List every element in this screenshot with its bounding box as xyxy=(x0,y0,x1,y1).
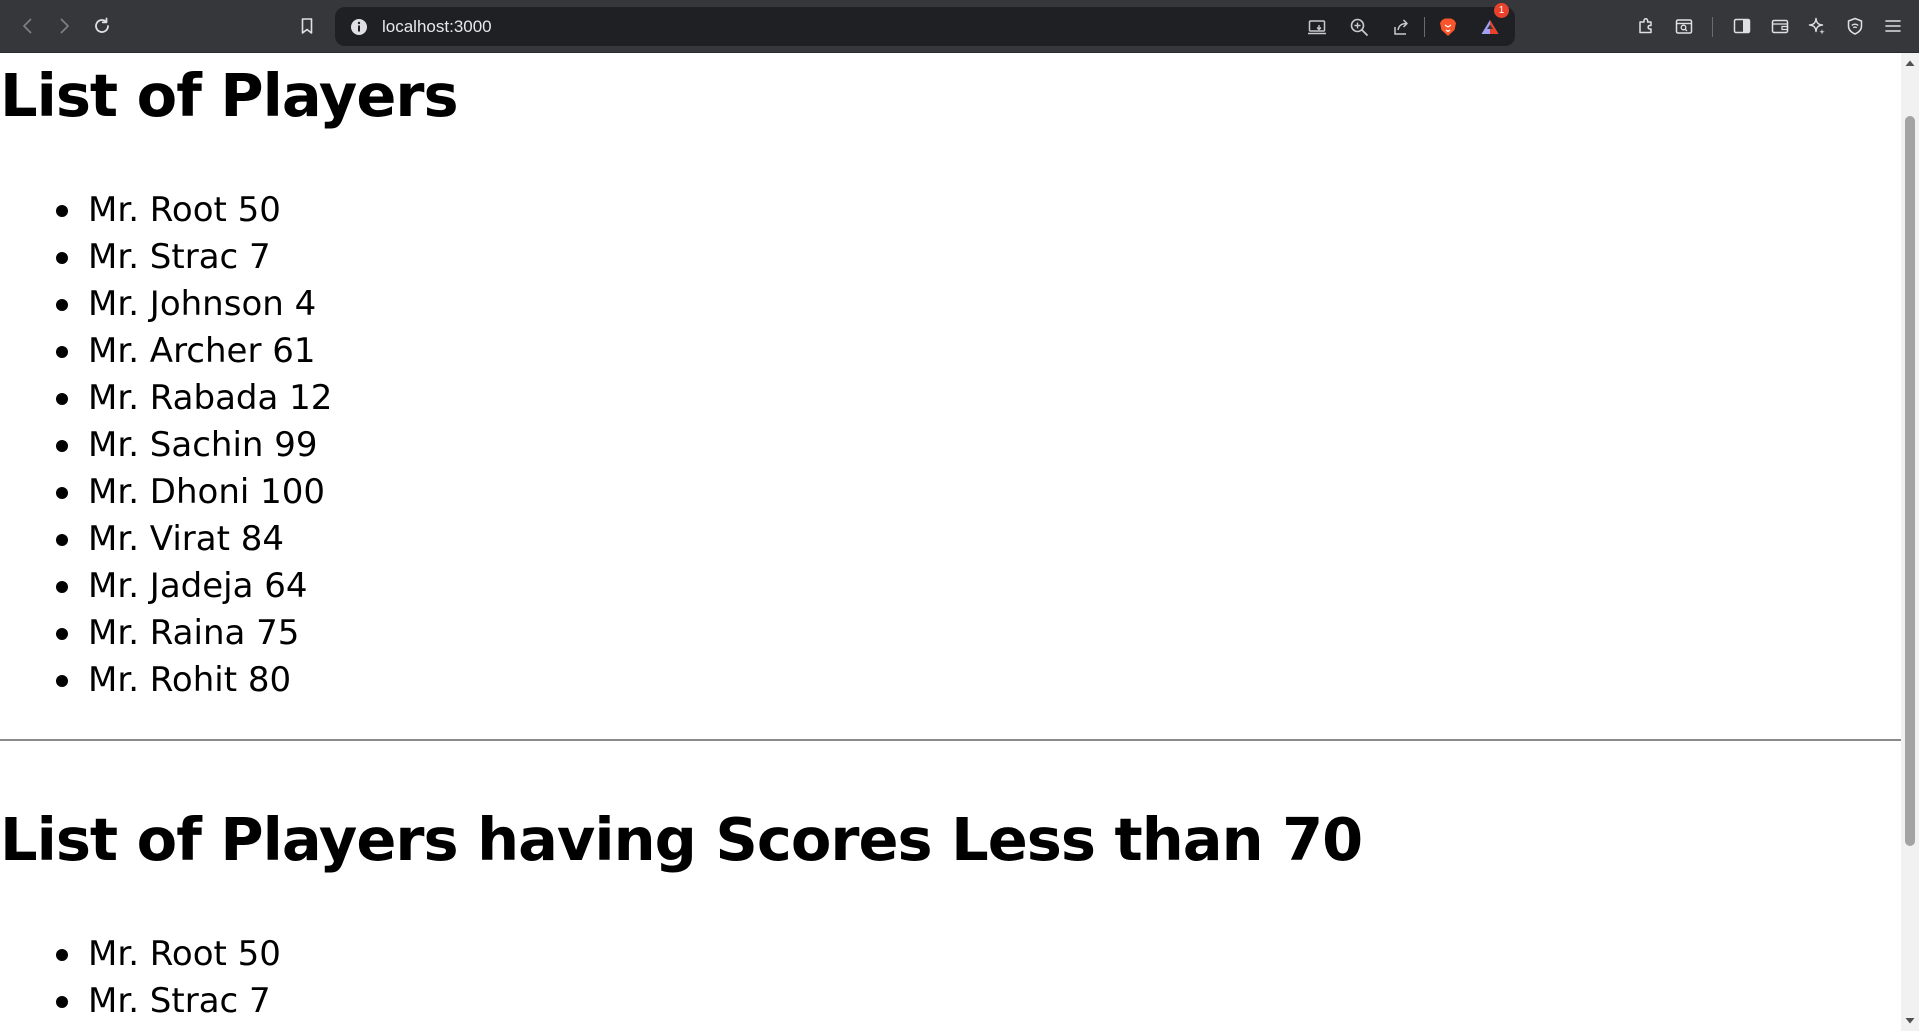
bullet xyxy=(56,440,68,452)
bullet xyxy=(56,581,68,593)
browser-toolbar: localhost:3000 1 xyxy=(0,0,1919,53)
bullet xyxy=(56,996,68,1008)
list-item: Mr. Jadeja 64 xyxy=(0,563,332,610)
player-entry: Mr. Strac 7 xyxy=(88,237,271,277)
list-item: Mr. Sachin 99 xyxy=(0,422,332,469)
hamburger-menu-icon[interactable] xyxy=(1877,10,1909,42)
list-item: Mr. Rabada 12 xyxy=(0,375,332,422)
list-item: Mr. Archer 61 xyxy=(0,328,332,375)
zoom-icon[interactable] xyxy=(1343,7,1375,46)
list-item: Mr. Strac 7 xyxy=(0,978,281,1025)
toolbar-separator xyxy=(1712,17,1713,37)
player-entry: Mr. Dhoni 100 xyxy=(88,472,326,512)
forward-arrow-icon[interactable] xyxy=(48,10,80,42)
sidebar-icon[interactable] xyxy=(1726,10,1758,42)
filtered-heading: List of Players having Scores Less than … xyxy=(0,805,1363,874)
tab-search-icon[interactable] xyxy=(1668,10,1700,42)
bullet xyxy=(56,949,68,961)
player-entry: Mr. Raina 75 xyxy=(88,613,300,653)
sparkle-icon[interactable] xyxy=(1801,10,1833,42)
info-icon[interactable] xyxy=(343,7,375,46)
list-item: Mr. Strac 7 xyxy=(0,234,332,281)
list-item: Mr. Dhoni 100 xyxy=(0,469,332,516)
install-app-icon[interactable] xyxy=(1301,7,1333,46)
player-entry: Mr. Jadeja 64 xyxy=(88,566,308,606)
player-entry: Mr. Rabada 12 xyxy=(88,378,333,418)
player-entry: Mr. Root 50 xyxy=(88,934,281,974)
address-bar[interactable]: localhost:3000 1 xyxy=(335,3,1515,46)
rewards-triangle-icon[interactable]: 1 xyxy=(1474,3,1509,46)
list-item: Mr. Root 50 xyxy=(0,931,281,978)
list-item: Mr. Root 50 xyxy=(0,187,332,234)
player-entry: Mr. Sachin 99 xyxy=(88,425,318,465)
bullet xyxy=(56,534,68,546)
filtered-players-list: Mr. Root 50 Mr. Strac 7 xyxy=(0,931,281,1025)
scrollbar-thumb[interactable] xyxy=(1905,116,1915,846)
bullet xyxy=(56,628,68,640)
bullet xyxy=(56,675,68,687)
player-entry: Mr. Virat 84 xyxy=(88,519,284,559)
list-item: Mr. Raina 75 xyxy=(0,610,332,657)
url-text[interactable]: localhost:3000 xyxy=(382,17,492,36)
puzzle-icon[interactable] xyxy=(1630,10,1662,42)
vpn-shield-icon[interactable] xyxy=(1839,10,1871,42)
player-entry: Mr. Strac 7 xyxy=(88,981,271,1021)
list-item: Mr. Virat 84 xyxy=(0,516,332,563)
bullet xyxy=(56,487,68,499)
brave-lion-icon[interactable] xyxy=(1432,7,1464,46)
player-entry: Mr. Johnson 4 xyxy=(88,284,317,324)
bullet xyxy=(56,346,68,358)
player-entry: Mr. Root 50 xyxy=(88,190,281,230)
all-players-list: Mr. Root 50 Mr. Strac 7 Mr. Johnson 4 Mr… xyxy=(0,187,332,704)
reload-icon[interactable] xyxy=(86,10,118,42)
scroll-down-arrow-icon[interactable] xyxy=(1904,1015,1916,1027)
player-entry: Mr. Rohit 80 xyxy=(88,660,292,700)
bullet xyxy=(56,205,68,217)
vertical-scrollbar[interactable] xyxy=(1901,53,1919,1031)
share-icon[interactable] xyxy=(1385,7,1417,46)
page-title: List of Players xyxy=(0,61,459,130)
scroll-up-arrow-icon[interactable] xyxy=(1904,57,1916,69)
toolbar-separator xyxy=(1424,17,1425,37)
horizontal-rule xyxy=(0,739,1901,741)
back-arrow-icon[interactable] xyxy=(12,10,44,42)
bullet xyxy=(56,393,68,405)
page-viewport: List of Players Mr. Root 50 Mr. Strac 7 … xyxy=(0,53,1901,1031)
list-item: Mr. Rohit 80 xyxy=(0,657,332,704)
bookmark-icon[interactable] xyxy=(291,10,323,42)
list-item: Mr. Johnson 4 xyxy=(0,281,332,328)
wallet-icon[interactable] xyxy=(1764,10,1796,42)
player-entry: Mr. Archer 61 xyxy=(88,331,316,371)
rewards-badge: 1 xyxy=(1494,3,1509,18)
bullet xyxy=(56,299,68,311)
bullet xyxy=(56,252,68,264)
